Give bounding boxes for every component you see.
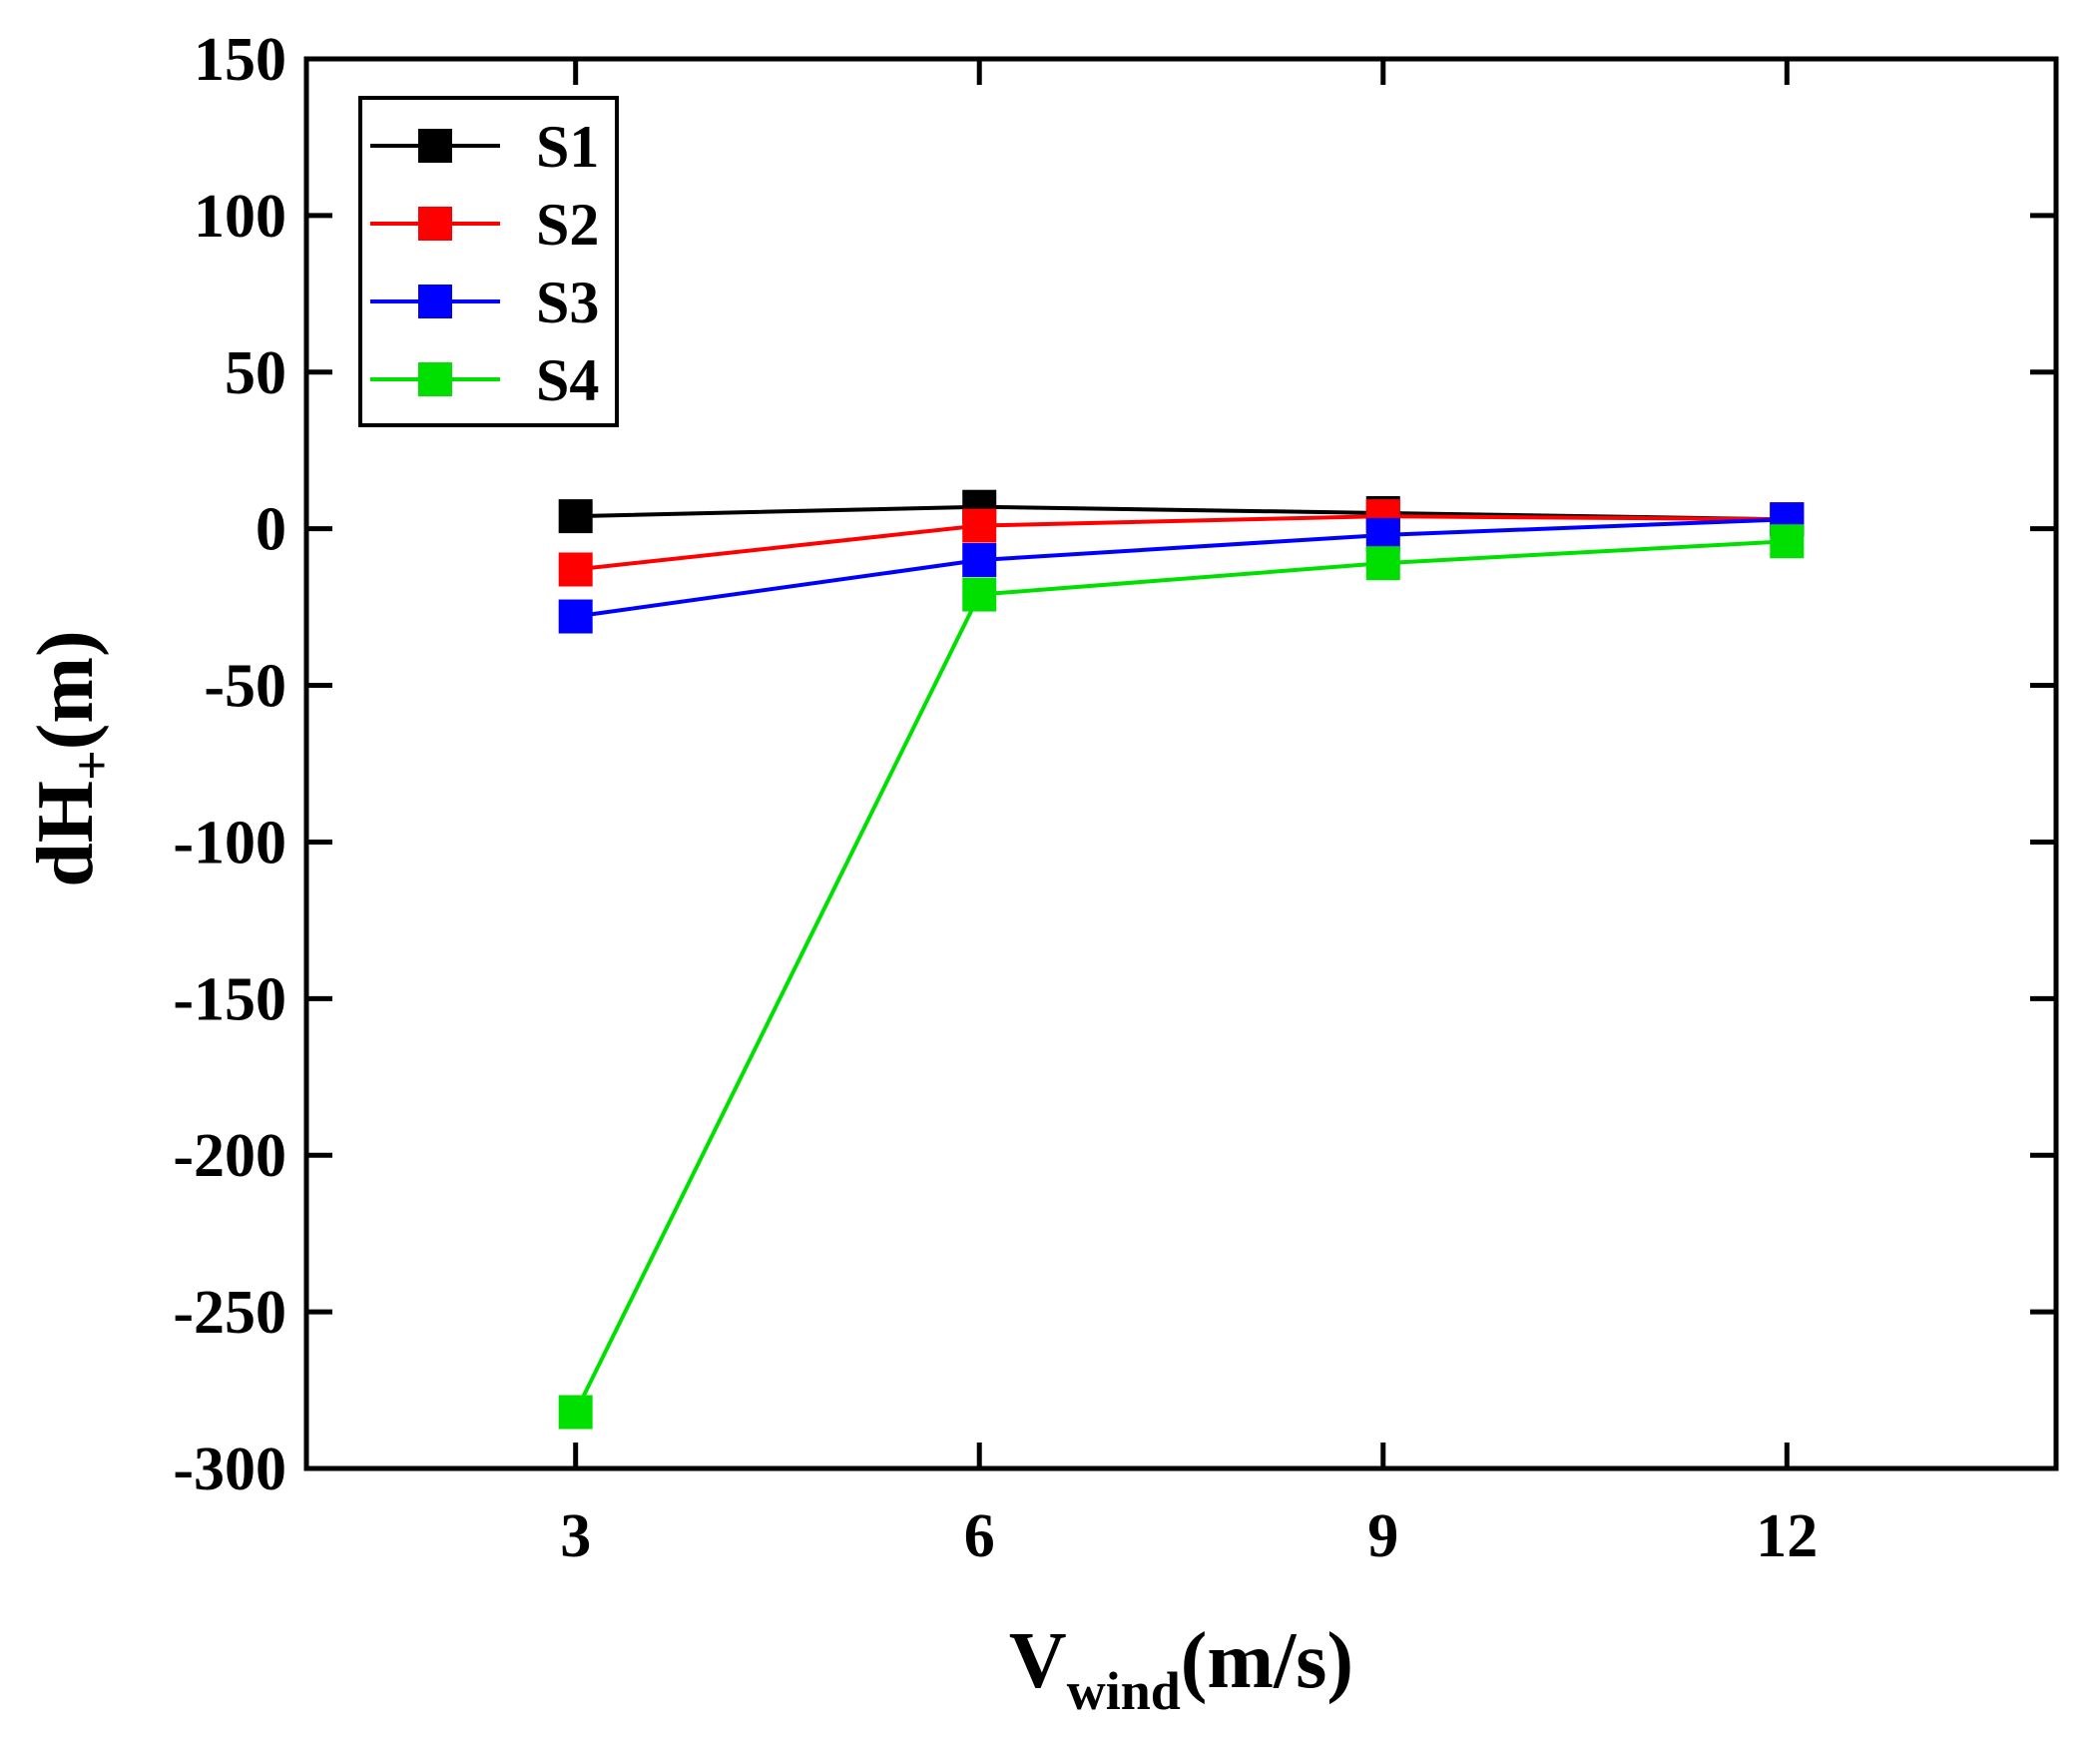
- data-point-s4: [962, 577, 997, 612]
- series-line-s3: [575, 517, 1788, 619]
- data-point-s2: [962, 508, 997, 543]
- y-tick-label: 0: [256, 496, 286, 564]
- y-tick-label: -200: [173, 1122, 286, 1190]
- legend-marker: [418, 285, 452, 318]
- series-s1: [558, 489, 1805, 537]
- legend-item-s4: S4: [370, 347, 599, 413]
- legend-label: S2: [536, 192, 599, 258]
- y-tick-label: 50: [225, 339, 286, 407]
- legend-marker: [418, 129, 452, 163]
- plot-frame: [303, 56, 2059, 1471]
- x-axis-title-sub: wind: [1067, 1661, 1181, 1721]
- data-point-s3: [558, 599, 593, 634]
- y-tick-label: -150: [173, 965, 286, 1033]
- legend-label: S1: [536, 114, 599, 180]
- data-point-s4: [1770, 524, 1805, 559]
- data-point-s2: [558, 552, 593, 587]
- legend: S1 S2 S3 S4: [358, 96, 619, 427]
- x-axis-title-main: V: [1009, 1617, 1067, 1705]
- y-tick-label: -300: [173, 1436, 286, 1503]
- y-tick-label: -50: [204, 653, 286, 721]
- y-tick-label: -250: [173, 1279, 286, 1347]
- legend-item-s3: S3: [370, 270, 599, 335]
- y-axis-title: dH+(m): [22, 630, 122, 886]
- legend-item-s2: S2: [370, 192, 599, 258]
- legend-marker: [418, 207, 452, 241]
- y-axis-title-main: dH: [22, 781, 110, 887]
- y-tick-label: 100: [194, 183, 286, 251]
- legend-item-s1: S1: [370, 114, 599, 180]
- x-tick-label: 12: [1756, 1502, 1818, 1570]
- x-axis-title-rest: (m/s): [1181, 1617, 1353, 1705]
- y-axis-title-rest: (m): [22, 630, 110, 750]
- y-axis-title-sub: +: [62, 750, 122, 781]
- y-axis-title-group: dH+(m): [22, 630, 122, 886]
- legend-marker: [418, 362, 452, 396]
- legend-label: S4: [536, 347, 599, 413]
- legend-box: [358, 96, 619, 427]
- legend-label: S3: [536, 270, 599, 335]
- tick-labels: 150 100 50 0 -50 -100 -150 -200 -250 -300 3 6 9 12: [173, 26, 1818, 1570]
- x-axis-title: Vwind(m/s): [1009, 1617, 1353, 1721]
- y-tick-label: 150: [194, 26, 286, 94]
- data-point-s4: [558, 1395, 593, 1430]
- x-tick-label: 3: [560, 1502, 591, 1570]
- data-point-s1: [558, 499, 593, 534]
- data-point-s4: [1365, 546, 1400, 581]
- series-layer: [558, 489, 1805, 1430]
- y-tick-label: -100: [173, 809, 286, 876]
- series-line-s4: [573, 539, 1788, 1414]
- x-tick-label: 9: [1367, 1502, 1398, 1570]
- series-line-s2: [575, 514, 1788, 572]
- data-point-s3: [962, 543, 997, 578]
- axis-ticks: [306, 56, 2056, 1471]
- x-tick-label: 6: [964, 1502, 995, 1570]
- series-s4: [558, 524, 1805, 1430]
